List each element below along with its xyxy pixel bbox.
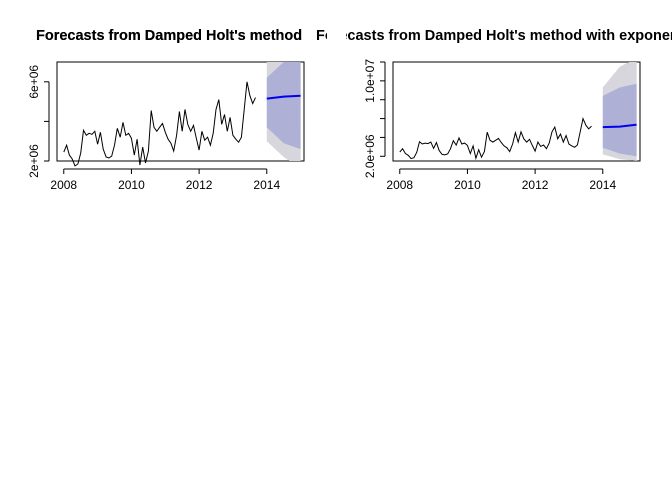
history-series-line [399, 116, 592, 161]
y-tick-label: 2e+06 [27, 144, 41, 178]
plot-frame [56, 61, 305, 162]
y-axis: 2e+06 6e+06 [27, 65, 50, 178]
y-tick-label: 1.0e+07 [363, 59, 377, 103]
forecast-mean-line [602, 123, 637, 129]
panel-damped-holt: 2e+06 6e+06 2008 2010 2012 2014 Forecasts fr… [27, 28, 305, 192]
x-tick-label: 2010 [454, 178, 481, 192]
x-axis: 2008 2010 2012 2014 [386, 168, 616, 192]
pi80-band [266, 62, 301, 150]
title-overlap-mask [327, 24, 346, 46]
x-tick-label: 2014 [253, 178, 280, 192]
x-tick-label: 2012 [522, 178, 549, 192]
chart-title: Forecasts from Damped Holt's method with… [316, 28, 672, 44]
y-tick-label: 6e+06 [27, 65, 41, 99]
plot-frame [392, 61, 641, 162]
chart-title-front: Forecasts from Damped Holt's method [36, 28, 302, 44]
x-tick-label: 2008 [386, 178, 413, 192]
pi80-band [602, 83, 637, 157]
chart-title: Forecasts from Damped Holt's method [36, 28, 302, 44]
x-tick-label: 2010 [118, 178, 145, 192]
y-axis: 2.0e+06 1.0e+07 [363, 59, 386, 178]
panel-damped-holt-exponential: 2.0e+06 1.0e+07 2008 2010 2012 2014 Forecast… [316, 28, 672, 192]
x-tick-label: 2008 [50, 178, 77, 192]
x-axis: 2008 2010 2012 2014 [50, 168, 280, 192]
x-tick-label: 2012 [186, 178, 213, 192]
forecast-mean-line [266, 94, 301, 100]
history-series-line [63, 81, 256, 167]
y-tick-label: 2.0e+06 [363, 134, 377, 178]
x-tick-label: 2014 [589, 178, 616, 192]
